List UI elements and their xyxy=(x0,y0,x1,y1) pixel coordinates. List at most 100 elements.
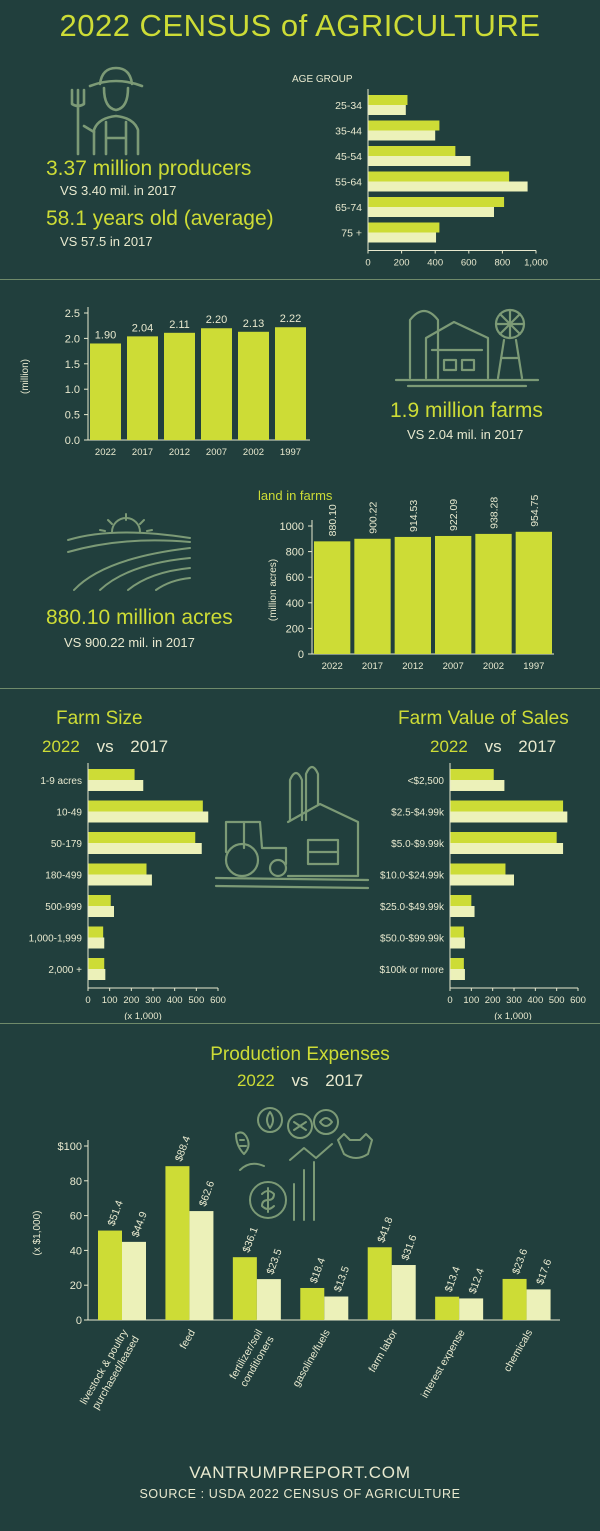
legend-year-2017: 2017 xyxy=(325,1071,364,1090)
category-label: 65-74 xyxy=(335,202,362,214)
bar-2022 xyxy=(450,863,506,875)
y-tick-label: 0 xyxy=(298,649,304,661)
bar-1997 xyxy=(515,531,552,654)
bar-2022 xyxy=(450,895,472,906)
y-tick-label: 0.5 xyxy=(65,410,80,422)
category-label: $25.0-$49.99k xyxy=(380,902,445,913)
y-tick-label: 40 xyxy=(70,1245,82,1257)
value-label: 2.22 xyxy=(280,313,301,325)
value-label: $44.9 xyxy=(130,1210,150,1239)
y-tick-label: 20 xyxy=(70,1280,82,1292)
value-label: $17.6 xyxy=(534,1257,554,1286)
value-label: 954.75 xyxy=(529,495,541,527)
y-axis-label: (million) xyxy=(20,359,31,394)
bar-2017 xyxy=(450,780,505,791)
bar-2017 xyxy=(256,1279,281,1320)
category-label: 55-64 xyxy=(335,177,362,189)
y-tick-label: 200 xyxy=(286,623,304,635)
bar-2022 xyxy=(88,926,104,938)
category-label: 10-49 xyxy=(56,808,82,819)
bar-2017 xyxy=(88,937,105,949)
farms-count-chart: (million) 0.0 0.5 1.0 1.5 2.0 2.5 1.90 2022 2.04 2… xyxy=(20,307,310,458)
barn-windmill-icon xyxy=(394,308,540,388)
field-sun-icon xyxy=(67,513,191,591)
x-tick-label: 400 xyxy=(427,258,443,269)
x-tick-label: 2017 xyxy=(362,661,383,672)
x-tick-label: 300 xyxy=(145,995,161,1006)
y-tick-label: 1000 xyxy=(280,521,304,533)
bar-2022 xyxy=(368,171,510,182)
value-label: $12.4 xyxy=(467,1267,487,1296)
category-label: feed xyxy=(177,1327,198,1351)
bar-2022 xyxy=(450,958,464,969)
category-label: 75 + xyxy=(341,228,362,240)
category-label: fertilizer/soilconditioners xyxy=(227,1328,277,1390)
farm-size-legend: 2022 vs 2017 xyxy=(42,737,168,757)
value-label: $18.4 xyxy=(308,1256,328,1285)
category-label: $10.0-$24.99k xyxy=(380,871,445,882)
bar-2017 xyxy=(450,874,514,886)
bar-2022 xyxy=(368,146,456,156)
value-label: 2.04 xyxy=(132,322,153,334)
bar-2017 xyxy=(368,181,528,192)
category-label: gasoline/fuels xyxy=(290,1328,333,1390)
x-tick-label: 2002 xyxy=(483,661,504,672)
category-label: 25-34 xyxy=(335,100,362,112)
x-tick-label: 400 xyxy=(167,995,183,1006)
category-label-line: farm labor xyxy=(366,1327,400,1374)
bar-2017 xyxy=(189,1211,214,1320)
y-tick-label: $100 xyxy=(58,1141,82,1153)
bar-2017 xyxy=(324,1296,349,1320)
value-label: $31.6 xyxy=(399,1233,419,1262)
age-group-chart: AGE GROUP 25-34 35-44 45-54 55-64 65-74 75 + 0 2… xyxy=(292,74,548,269)
legend-year-2017: 2017 xyxy=(130,737,169,756)
chart-title: AGE GROUP xyxy=(292,74,353,85)
bar-2017 xyxy=(450,811,568,823)
x-tick-label: 0 xyxy=(365,258,370,269)
legend-year-2022: 2022 xyxy=(42,737,80,756)
x-tick-label: 2007 xyxy=(443,661,464,672)
bar-2017 xyxy=(450,969,465,980)
page-title: 2022 CENSUS of AGRICULTURE xyxy=(59,8,541,43)
bar-2022 xyxy=(165,1166,190,1320)
age-compare: VS 57.5 in 2017 xyxy=(60,234,153,249)
bar-2022 xyxy=(450,832,557,843)
x-axis-label: (x 1,000) xyxy=(494,1011,532,1020)
bar-2022 xyxy=(450,800,564,812)
bar-2022 xyxy=(300,1287,325,1320)
bar-2012 xyxy=(394,536,431,654)
bar-2017 xyxy=(450,937,465,949)
bar-2017 xyxy=(122,1241,146,1320)
category-label: $100k or more xyxy=(380,965,445,976)
bar-2017 xyxy=(368,156,471,166)
x-tick-label: 2022 xyxy=(95,447,116,458)
legend-vs: vs xyxy=(96,737,114,756)
value-label: 922.09 xyxy=(448,499,460,531)
bar-2017 xyxy=(88,811,209,823)
category-label: farm labor xyxy=(366,1327,400,1374)
category-label: 2,000 + xyxy=(48,965,82,976)
x-tick-label: 0 xyxy=(85,995,90,1006)
value-label: 2.20 xyxy=(206,314,227,326)
age-headline: 58.1 years old (average) xyxy=(46,207,274,230)
bar-2017 xyxy=(127,336,158,440)
y-tick-label: 0.0 xyxy=(65,435,80,447)
y-tick-label: 1.0 xyxy=(65,384,80,396)
value-label: $23.5 xyxy=(264,1247,284,1276)
section-divider xyxy=(0,279,600,280)
legend-year-2017: 2017 xyxy=(518,737,557,756)
acres-headline: 880.10 million acres xyxy=(46,606,233,629)
bar-2017 xyxy=(368,232,437,243)
value-label: $41.8 xyxy=(375,1215,395,1244)
category-label: 1,000-1,999 xyxy=(29,934,83,945)
x-tick-label: 600 xyxy=(461,258,477,269)
category-label: <$2,500 xyxy=(408,776,445,787)
y-tick-label: 600 xyxy=(286,572,304,584)
bar-2017 xyxy=(88,906,114,917)
category-label: livestock & poultrypurchased/leased xyxy=(78,1327,142,1413)
farm-value-legend: 2022 vs 2017 xyxy=(430,737,556,757)
bar-2022 xyxy=(88,800,203,812)
category-label-line: feed xyxy=(177,1327,198,1351)
bar-2022 xyxy=(88,958,105,969)
value-label: $51.4 xyxy=(106,1199,126,1228)
